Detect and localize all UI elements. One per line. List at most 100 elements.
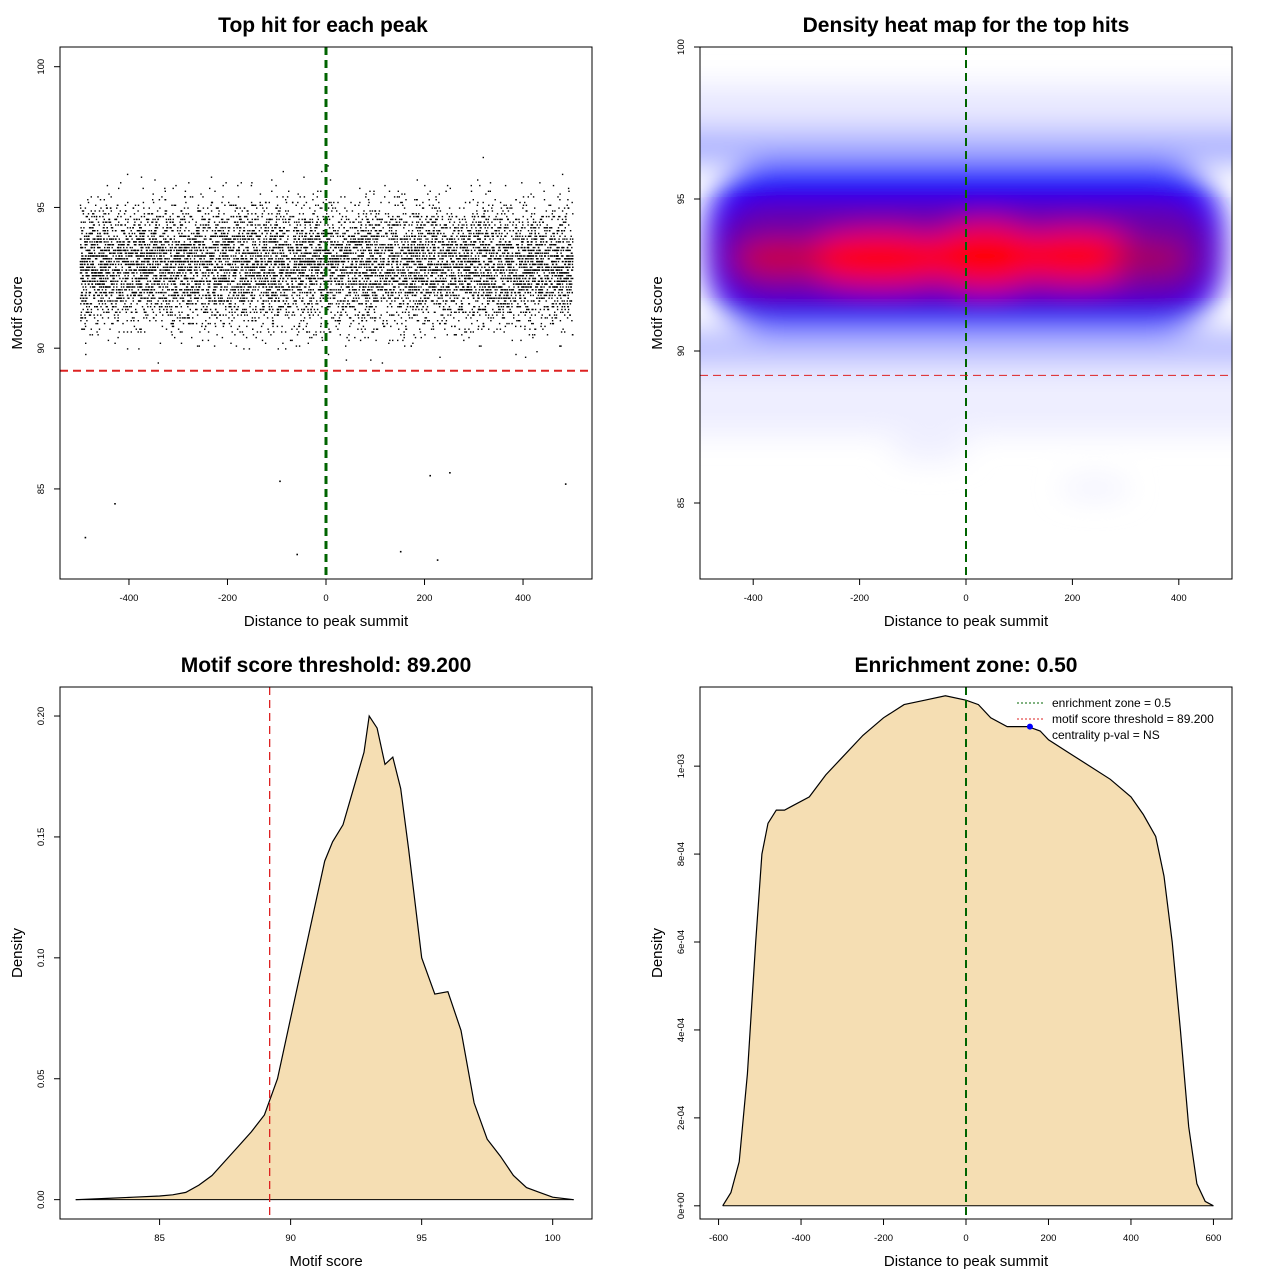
scatter-point <box>196 227 198 229</box>
scatter-point <box>294 277 296 280</box>
scatter-point <box>292 303 294 305</box>
scatter-point <box>363 280 365 282</box>
scatter-point <box>508 269 511 271</box>
scatter-point <box>416 314 418 316</box>
scatter-point <box>288 249 290 252</box>
scatter-point <box>369 241 371 243</box>
scatter-point <box>301 291 304 294</box>
scatter-point <box>130 294 132 297</box>
scatter-point <box>328 252 330 254</box>
scatter-point <box>424 235 427 237</box>
scatter-point <box>396 235 398 237</box>
scatter-point <box>291 289 294 291</box>
scatter-point <box>371 291 374 294</box>
scatter-point <box>388 224 391 226</box>
scatter-point <box>134 277 137 280</box>
scatter-point <box>269 289 272 291</box>
scatter-point <box>538 311 540 313</box>
scatter-point <box>260 255 263 257</box>
scatter-point <box>103 224 105 226</box>
scatter-point <box>185 272 187 274</box>
scatter-point <box>160 277 162 280</box>
scatter-point <box>482 308 484 311</box>
scatter-point <box>549 244 551 246</box>
scatter-point <box>279 260 281 263</box>
scatter-point <box>243 241 245 243</box>
scatter-point <box>447 314 449 316</box>
scatter-point <box>212 215 215 218</box>
scatter-point <box>221 221 223 223</box>
scatter-point <box>381 263 383 266</box>
scatter-point <box>184 294 186 297</box>
scatter-point <box>534 334 536 336</box>
scatter-point <box>273 277 275 280</box>
scatter-point <box>364 336 366 339</box>
scatter-point <box>450 246 452 249</box>
scatter-point <box>452 300 454 302</box>
scatter-point <box>313 334 315 336</box>
scatter-point <box>224 227 226 229</box>
scatter-point <box>502 255 505 257</box>
scatter-point <box>126 238 128 240</box>
scatter-point <box>372 286 374 288</box>
scatter-point <box>528 272 530 274</box>
scatter-point <box>357 314 359 316</box>
scatter-point <box>81 246 84 249</box>
scatter-point <box>302 258 304 260</box>
scatter-point <box>398 246 400 249</box>
scatter-point <box>87 269 89 271</box>
scatter-point <box>557 241 559 243</box>
scatter-point <box>379 277 382 280</box>
scatter-point <box>326 252 328 254</box>
scatter-point <box>194 249 196 252</box>
scatter-point <box>568 249 570 252</box>
scatter-point <box>175 286 178 288</box>
scatter-point <box>237 286 240 288</box>
scatter-point <box>282 252 285 254</box>
scatter-point <box>337 306 340 308</box>
scatter-point <box>167 266 169 268</box>
scatter-point <box>551 213 553 215</box>
scatter-point <box>499 238 502 240</box>
scatter-point <box>131 280 134 282</box>
scatter-point <box>271 291 273 294</box>
scatter-point <box>540 244 542 246</box>
scatter-point <box>538 275 540 277</box>
scatter-point <box>420 286 422 288</box>
scatter-point <box>560 252 562 254</box>
scatter-point <box>569 249 571 252</box>
scatter-point <box>268 269 270 271</box>
scatter-point <box>159 215 162 218</box>
scatter-point <box>561 246 563 249</box>
scatter-point <box>400 272 402 274</box>
scatter-point <box>96 283 99 285</box>
scatter-point <box>111 269 114 271</box>
scatter-point <box>393 314 395 316</box>
scatter-point <box>443 289 445 291</box>
scatter-point <box>262 303 264 305</box>
scatter-point <box>154 218 156 221</box>
scatter-point <box>92 238 94 240</box>
scatter-point <box>331 255 333 257</box>
scatter-point <box>465 331 468 333</box>
scatter-point <box>204 328 206 330</box>
scatter-point <box>246 232 248 235</box>
scatter-point <box>373 311 376 313</box>
scatter-point <box>513 277 515 280</box>
scatter-point <box>104 300 106 302</box>
scatter-point <box>160 252 162 254</box>
scatter-point <box>449 244 452 246</box>
scatter-point <box>419 331 422 333</box>
scatter-point <box>459 255 461 257</box>
scatter-point <box>144 244 146 246</box>
scatter-point <box>518 221 520 223</box>
scatter-point <box>390 294 392 297</box>
scatter-point <box>155 244 158 246</box>
scatter-point <box>193 252 195 254</box>
scatter-point <box>214 269 216 271</box>
scatter-point <box>526 289 529 291</box>
scatter-point <box>343 260 346 263</box>
scatter-point <box>276 218 278 221</box>
scatter-point <box>493 263 496 266</box>
scatter-point <box>222 303 224 305</box>
